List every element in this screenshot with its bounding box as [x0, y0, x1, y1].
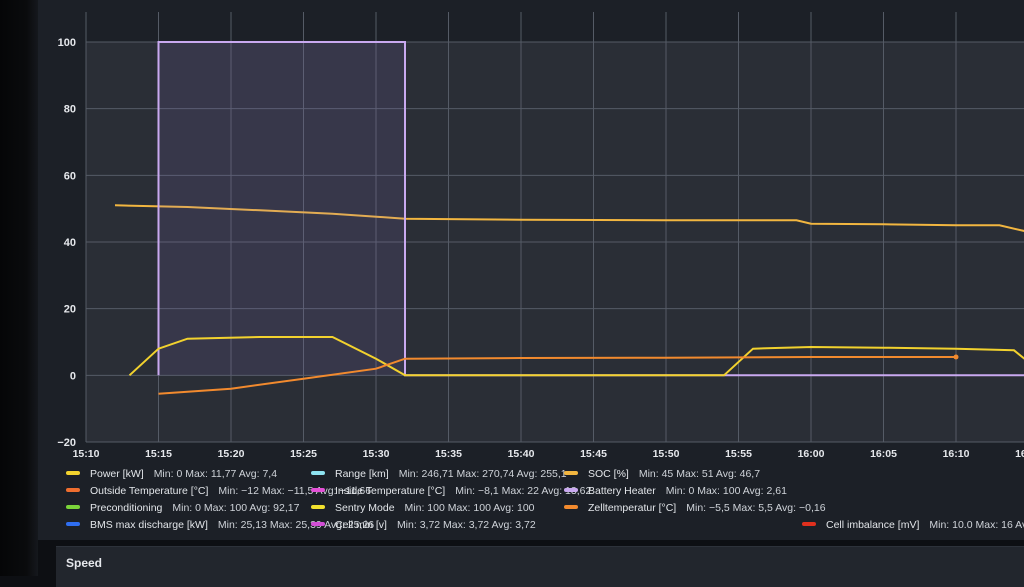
- x-tick-label: 15:20: [218, 448, 245, 460]
- x-tick-label: 15:15: [145, 448, 172, 460]
- x-tick-label: 16:15: [1015, 448, 1024, 460]
- legend-label: Range [km]: [335, 468, 389, 480]
- legend-stats: Min: 100 Max: 100 Avg: 100: [405, 502, 535, 514]
- legend-swatch: [802, 522, 816, 526]
- legend-item[interactable]: Inside Temperature [°C]Min: −8,1 Max: 22…: [311, 485, 591, 497]
- legend-item[interactable]: SOC [%] Min: 45 Max: 51 Avg: 46,7: [564, 468, 760, 480]
- legend-label: Outside Temperature [°C]: [90, 485, 208, 497]
- legend-label: Sentry Mode: [335, 502, 395, 514]
- y-tick-label: 100: [58, 37, 76, 49]
- legend-swatch: [311, 488, 325, 492]
- legend-item[interactable]: Power [kW] Min: 0 Max: 11,77 Avg: 7,4: [66, 468, 277, 480]
- legend-stats: Min: 10.0 Max: 16 Avg: 1: [929, 519, 1024, 531]
- x-tick-label: 15:45: [580, 448, 607, 460]
- x-tick-label: 15:40: [508, 448, 535, 460]
- legend-item[interactable]: Zelltemperatur [°C] Min: −5,5 Max: 5,5 Av…: [564, 502, 826, 514]
- legend-item[interactable]: Preconditioning Min: 0 Max: 100 Avg: 92,1…: [66, 502, 299, 514]
- legend-swatch: [66, 471, 80, 475]
- legend-label: Inside Temperature [°C]: [335, 485, 445, 497]
- legend-item[interactable]: Sentry Mode Min: 100 Max: 100 Avg: 100: [311, 502, 535, 514]
- x-tick-label: 15:30: [363, 448, 390, 460]
- y-tick-label: 20: [64, 304, 76, 316]
- legend-label: Cell min [v]: [335, 519, 387, 531]
- chart-legend: Power [kW] Min: 0 Max: 11,77 Avg: 7,4 Rang…: [66, 466, 1024, 536]
- x-tick-label: 16:10: [943, 448, 970, 460]
- legend-item[interactable]: Cell min [v] Min: 3,72 Max: 3,72 Avg: 3,7…: [311, 519, 536, 531]
- legend-label: Cell imbalance [mV]: [826, 519, 919, 531]
- y-tick-label: 0: [70, 370, 76, 382]
- legend-label: BMS max discharge [kW]: [90, 519, 208, 531]
- series-area-battery-heater: [159, 42, 406, 375]
- legend-label: Zelltemperatur [°C]: [588, 502, 676, 514]
- y-tick-label: 60: [64, 170, 76, 182]
- legend-label: Battery Heater: [588, 485, 656, 497]
- x-tick-label: 16:00: [798, 448, 825, 460]
- legend-stats: Min: 0 Max: 11,77 Avg: 7,4: [154, 468, 277, 480]
- legend-item[interactable]: Range [km] Min: 246,71 Max: 270,74 Avg: 2…: [311, 468, 567, 480]
- legend-label: SOC [%]: [588, 468, 629, 480]
- legend-swatch: [564, 488, 578, 492]
- x-tick-label: 15:55: [725, 448, 752, 460]
- speed-panel: Speed: [56, 546, 1024, 587]
- legend-label: Power [kW]: [90, 468, 144, 480]
- y-tick-label: 80: [64, 104, 76, 116]
- x-tick-label: 15:25: [290, 448, 317, 460]
- panel-title: Speed: [66, 556, 102, 570]
- legend-swatch: [66, 488, 80, 492]
- series-endpoint-marker: [954, 355, 959, 360]
- legend-label: Preconditioning: [90, 502, 162, 514]
- legend-stats: Min: 45 Max: 51 Avg: 46,7: [639, 468, 760, 480]
- y-tick-label: 40: [64, 237, 76, 249]
- x-tick-label: 15:50: [653, 448, 680, 460]
- x-tick-label: 16:05: [870, 448, 897, 460]
- legend-swatch: [311, 471, 325, 475]
- legend-stats: Min: 246,71 Max: 270,74 Avg: 255,1: [399, 468, 567, 480]
- legend-stats: Min: −5,5 Max: 5,5 Avg: −0,16: [686, 502, 825, 514]
- legend-swatch: [311, 522, 325, 526]
- legend-swatch: [66, 522, 80, 526]
- legend-item[interactable]: Battery Heater Min: 0 Max: 100 Avg: 2,61: [564, 485, 787, 497]
- legend-stats: Min: 0 Max: 100 Avg: 92,17: [172, 502, 299, 514]
- legend-swatch: [564, 505, 578, 509]
- legend-item[interactable]: Cell imbalance [mV] Min: 10.0 Max: 16 Avg…: [802, 519, 1024, 531]
- legend-swatch: [564, 471, 578, 475]
- legend-stats: Min: 3,72 Max: 3,72 Avg: 3,72: [397, 519, 536, 531]
- x-tick-label: 15:10: [73, 448, 100, 460]
- legend-stats: Min: 0 Max: 100 Avg: 2,61: [666, 485, 787, 497]
- x-tick-label: 15:35: [435, 448, 462, 460]
- legend-swatch: [311, 505, 325, 509]
- legend-swatch: [66, 505, 80, 509]
